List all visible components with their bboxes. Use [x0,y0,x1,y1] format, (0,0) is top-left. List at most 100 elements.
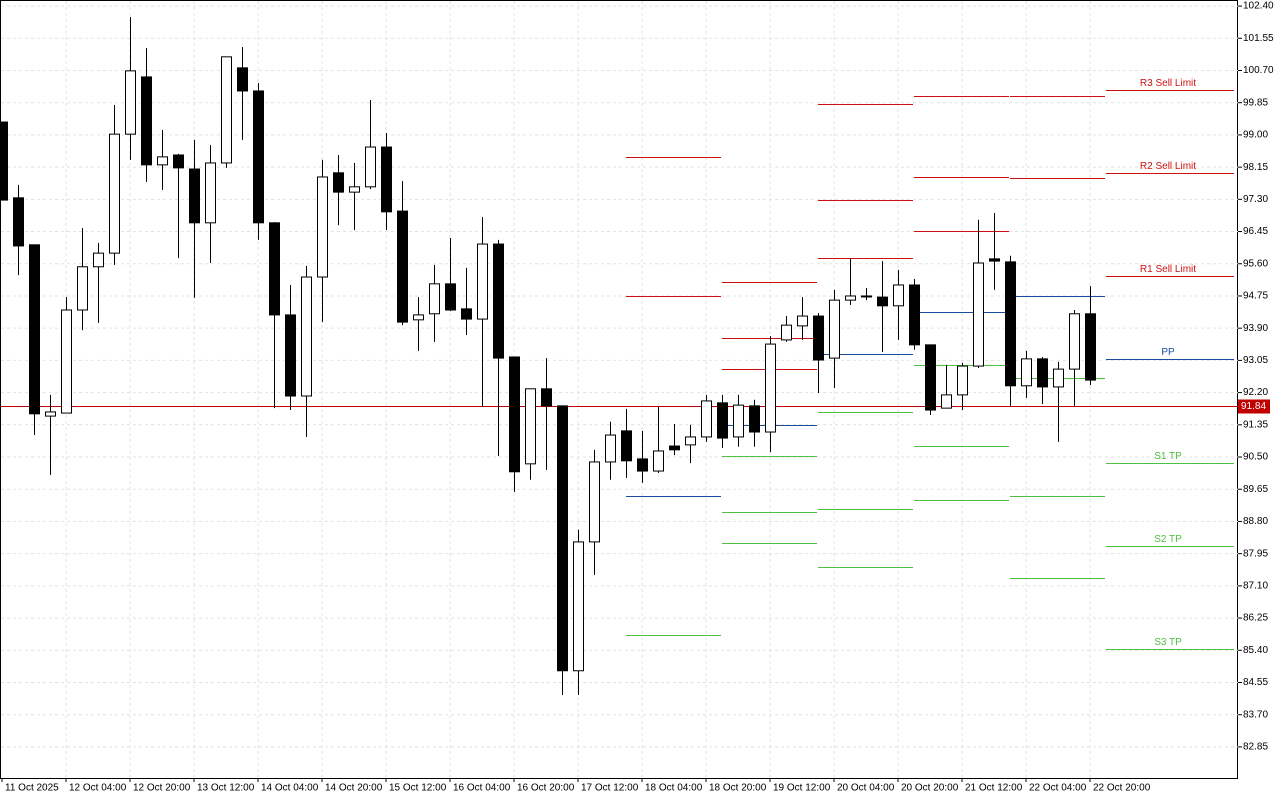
candle-body [173,154,184,169]
x-tick-label: 20 Oct 20:00 [901,783,959,794]
x-tick-label: 16 Oct 20:00 [517,783,575,794]
candle-body [1069,313,1080,370]
candle-body [77,266,88,311]
plot-frame [0,0,1238,779]
y-tick-label: 82.85 [1243,742,1268,753]
y-tick-label: 101.55 [1243,33,1274,44]
candle-body [269,222,280,316]
candle-body [1085,313,1096,381]
x-tick-label: 13 Oct 12:00 [197,783,255,794]
candle-body [397,210,408,323]
candle-body [909,284,920,346]
x-tick-label: 18 Oct 04:00 [645,783,703,794]
candle-body [557,405,568,672]
candle-body [477,243,488,320]
candle-body [925,344,936,411]
candle-body [845,295,856,301]
candle-body [1037,358,1048,388]
candle-body [717,402,728,439]
candle-body [733,404,744,438]
y-tick-label: 87.10 [1243,581,1268,592]
x-tick-label: 18 Oct 20:00 [709,783,767,794]
pivot-label: S1 TP [1154,451,1182,462]
pivot-label: S2 TP [1154,534,1182,545]
candle-body [221,56,232,164]
candle-body [189,168,200,224]
y-tick-label: 99.00 [1243,130,1268,141]
candle-body [765,343,776,433]
y-tick-label: 100.70 [1243,65,1274,76]
y-tick-label: 93.90 [1243,323,1268,334]
y-tick-label: 98.15 [1243,162,1268,173]
candle-body [989,258,1000,262]
pivot-label: R1 Sell Limit [1140,264,1196,275]
y-tick-label: 97.30 [1243,194,1268,205]
candle-body [1021,358,1032,387]
candle-body [813,315,824,361]
candle-body [13,197,24,247]
y-tick-label: 91.35 [1243,419,1268,430]
y-tick-label: 90.50 [1243,452,1268,463]
candle-body [877,296,888,307]
candle-body [685,436,696,446]
candle-body [589,461,600,543]
y-tick-label: 86.25 [1243,613,1268,624]
candle-body [429,283,440,315]
candle-body [973,262,984,367]
candle-body [797,315,808,327]
x-tick-label: 22 Oct 04:00 [1029,783,1087,794]
candle-body [861,295,872,298]
x-tick-label: 16 Oct 04:00 [453,783,511,794]
candle-body [413,314,424,321]
candle-body [317,176,328,278]
x-tick-label: 20 Oct 04:00 [837,783,895,794]
y-tick-label: 102.40 [1243,1,1274,12]
pivot-label: PP [1161,347,1175,358]
current-price-box [1238,399,1270,414]
candle-body [29,244,40,415]
candle-body [285,314,296,397]
x-tick-label: 12 Oct 20:00 [133,783,191,794]
candle-body [157,156,168,166]
candle-body [669,445,680,451]
candle-body [301,276,312,397]
candle-body [45,411,56,417]
candle-body [941,394,952,409]
x-tick-label: 17 Oct 12:00 [581,783,639,794]
candle-body [653,450,664,472]
x-tick-label: 15 Oct 12:00 [389,783,447,794]
y-tick-label: 85.40 [1243,645,1268,656]
y-tick-label: 84.55 [1243,677,1268,688]
pivot-label: R3 Sell Limit [1140,78,1196,89]
y-tick-label: 94.75 [1243,291,1268,302]
candle-body [93,252,104,268]
candle-body [573,541,584,672]
y-tick-label: 89.65 [1243,484,1268,495]
y-tick-label: 95.60 [1243,258,1268,269]
pivot-label: R2 Sell Limit [1140,161,1196,172]
candle-body [445,283,456,311]
y-tick-label: 93.05 [1243,355,1268,366]
x-tick-label: 11 Oct 2025 [5,783,59,794]
candle-body [525,388,536,465]
candle-body [237,67,248,92]
y-tick-label: 92.20 [1243,387,1268,398]
candle-body [701,400,712,438]
candle-body [333,172,344,193]
x-tick-label: 21 Oct 12:00 [965,783,1023,794]
candle-body [637,458,648,472]
candle-body [461,308,472,320]
candle-body [781,324,792,341]
y-tick-label: 87.95 [1243,548,1268,559]
candle-body [621,430,632,462]
candle-body [749,405,760,433]
candle-body [205,162,216,224]
candle-body [1053,368,1064,388]
y-tick-label: 88.80 [1243,516,1268,527]
x-tick-label: 22 Oct 20:00 [1093,783,1151,794]
candle-body [893,284,904,307]
y-tick-label: 96.45 [1243,226,1268,237]
x-tick-label: 14 Oct 04:00 [261,783,319,794]
